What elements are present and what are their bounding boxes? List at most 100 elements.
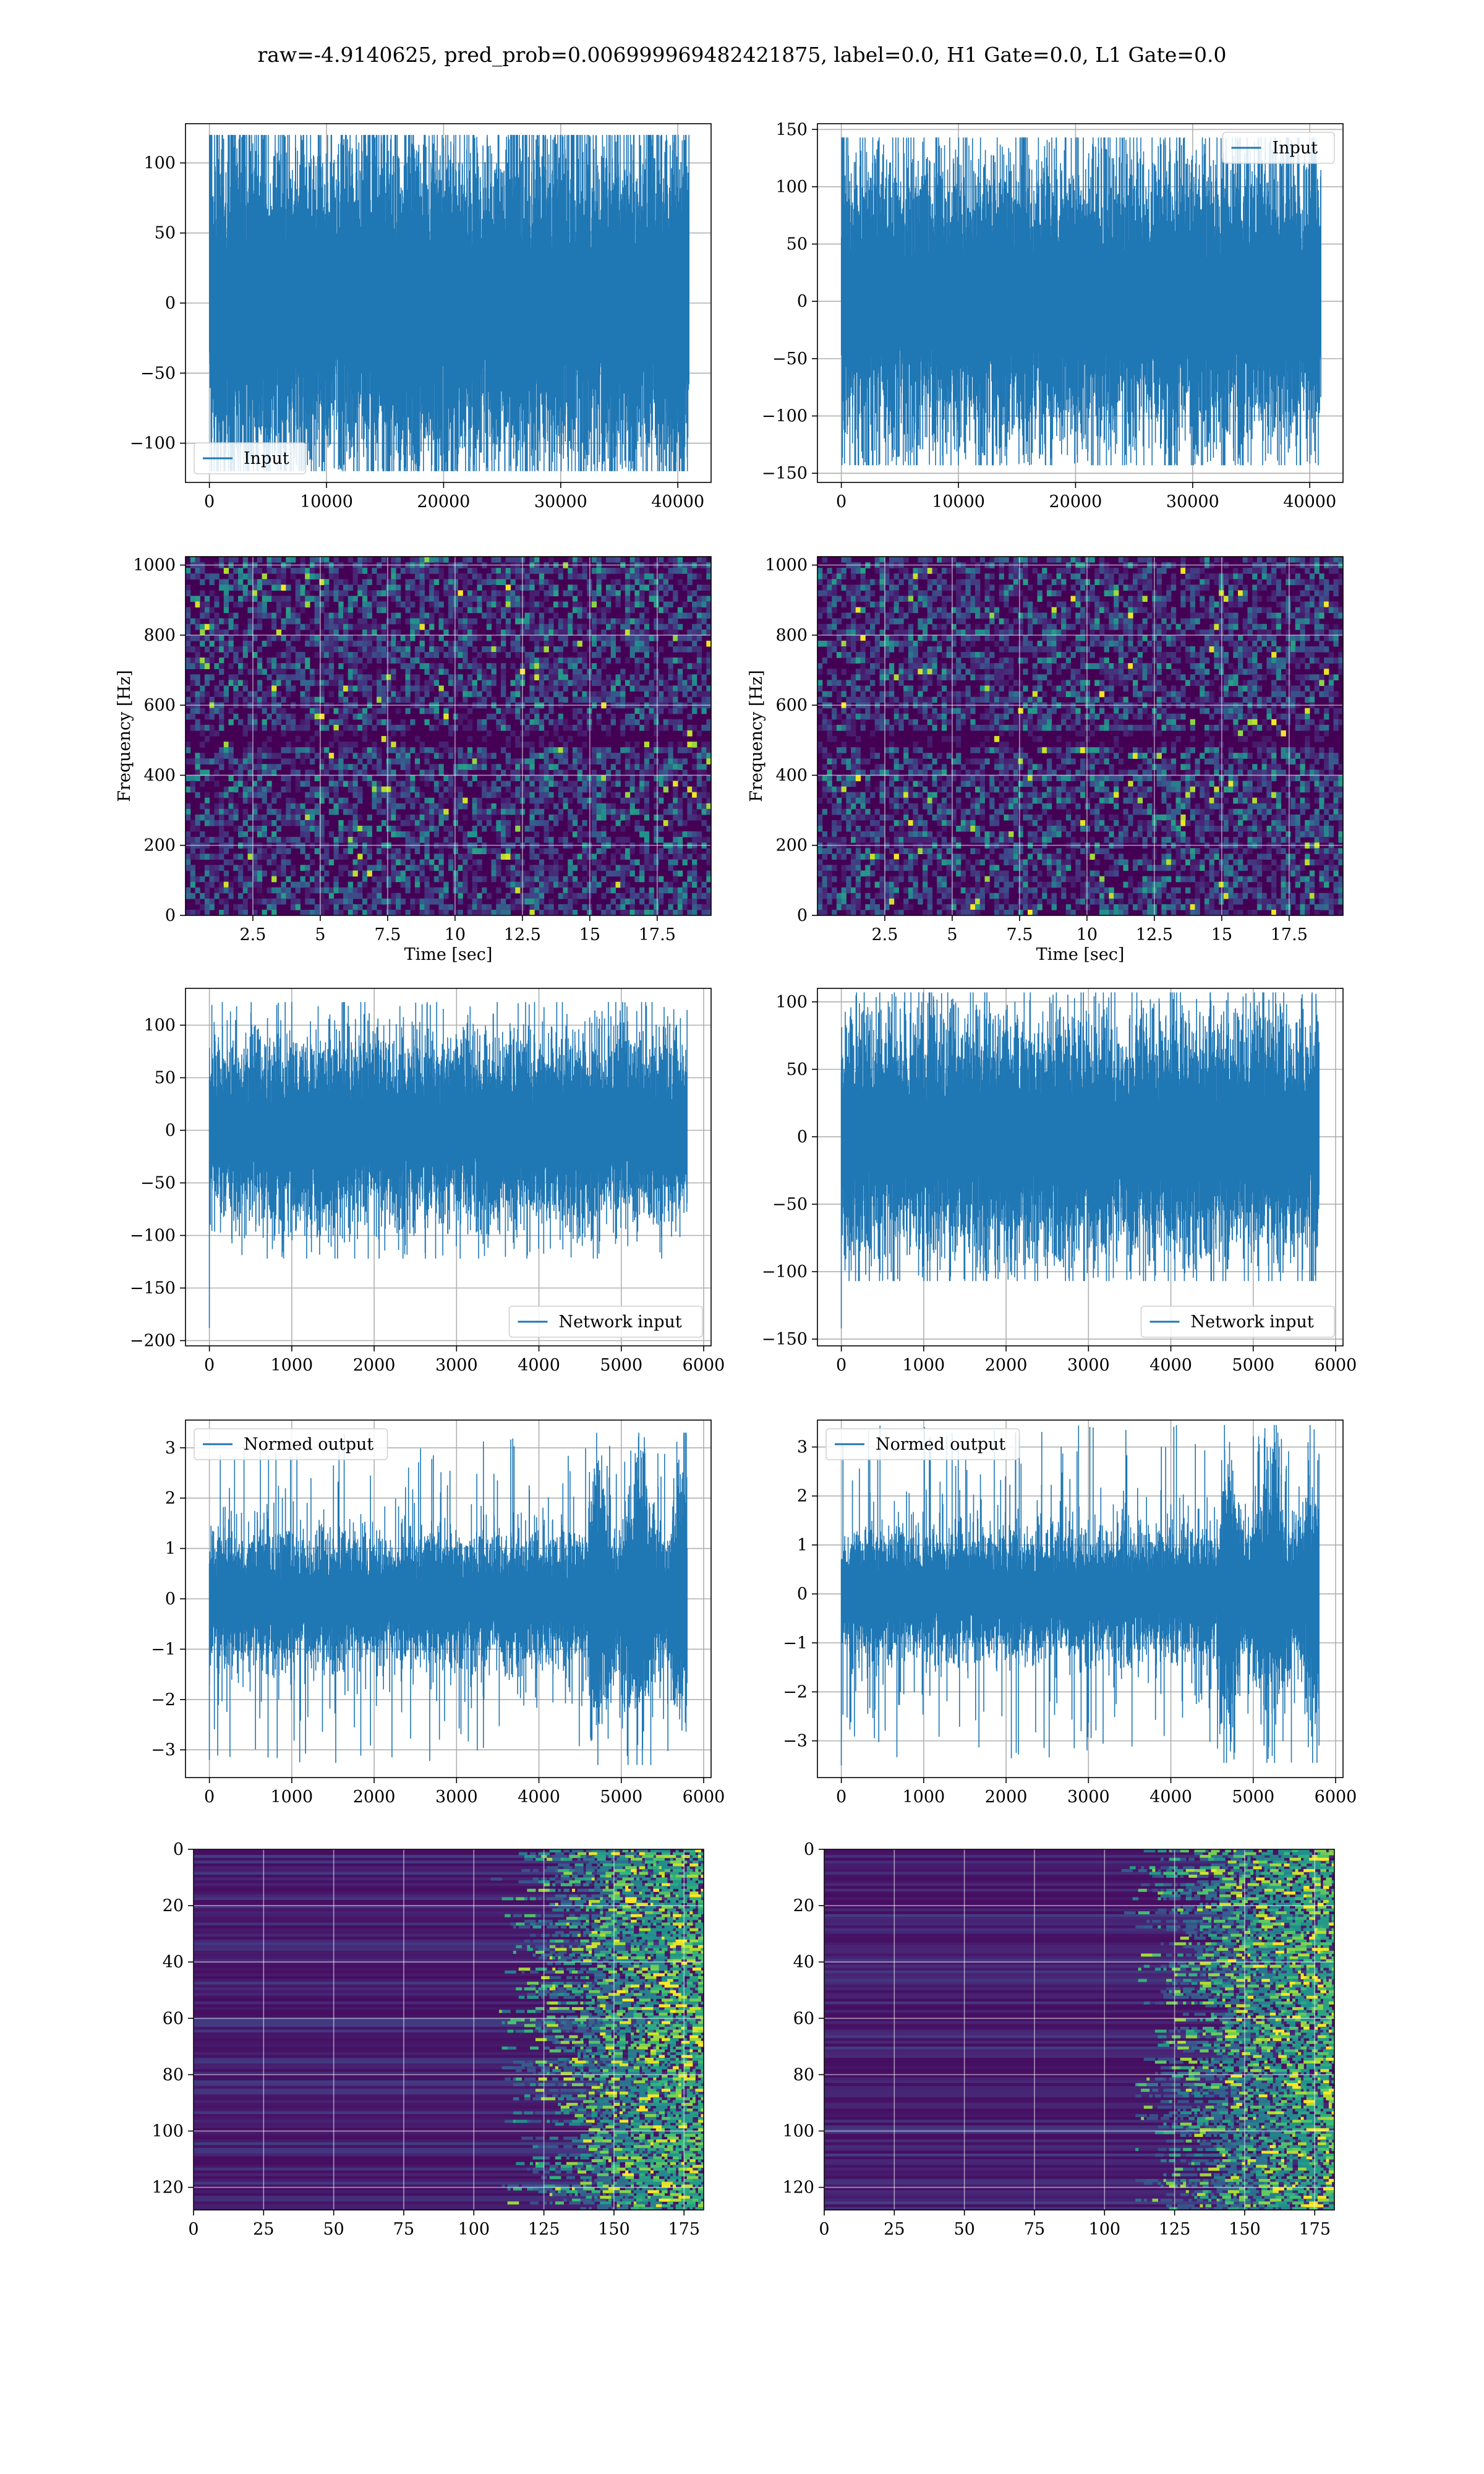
x-tick-label: 40000: [651, 492, 704, 511]
x-tick-label: 0: [204, 492, 215, 511]
x-tick-label: 10: [445, 925, 466, 944]
x-tick-label: 20000: [1049, 492, 1102, 511]
y-tick-label: −50: [772, 349, 808, 369]
x-tick-label: 150: [598, 2220, 630, 2239]
x-tick-label: 5: [315, 925, 325, 944]
y-tick-label: −2: [151, 1690, 176, 1710]
y-axis-label: Frequency [Hz]: [747, 670, 766, 802]
y-tick-label: −50: [140, 364, 176, 383]
y-tick-label: 0: [165, 1590, 176, 1609]
series-line: [208, 1432, 688, 1765]
x-tick-label: 75: [1024, 2220, 1045, 2239]
x-tick-label: 5000: [1232, 1787, 1274, 1807]
y-tick-label: −100: [762, 1262, 808, 1282]
legend-label: Normed output: [876, 1435, 1005, 1454]
axes-frame: [185, 556, 712, 916]
y-tick-label: 200: [775, 836, 808, 855]
y-tick-label: 2: [165, 1489, 176, 1508]
y-tick-label: 1: [797, 1536, 808, 1555]
x-tick-label: 20000: [417, 492, 470, 511]
x-tick-label: 5000: [600, 1787, 642, 1807]
heatmap-cells: [194, 1849, 704, 2210]
y-tick-label: −200: [130, 1332, 176, 1351]
y-tick-label: 100: [143, 153, 176, 173]
x-tick-label: 4000: [1149, 1356, 1192, 1375]
x-tick-label: 4000: [518, 1356, 560, 1375]
y-tick-label: −150: [762, 464, 808, 483]
y-tick-label: 120: [151, 2178, 184, 2198]
y-tick-label: 0: [797, 906, 808, 925]
subplot-spectrogram-h1: 2.5 5 7.5 10 12.5 15 17.5 0 200 400 600 800 1000 Time…: [115, 556, 712, 964]
legend: Input: [194, 442, 307, 474]
x-tick-label: 7.5: [374, 925, 401, 944]
x-tick-label: 2000: [985, 1787, 1028, 1807]
y-tick-label: 50: [155, 1069, 176, 1088]
legend-box: [1140, 1306, 1335, 1338]
x-axis-label: Time [sec]: [1036, 945, 1125, 964]
y-tick-label: 120: [782, 2178, 814, 2198]
x-tick-label: 5000: [600, 1356, 642, 1375]
axes-frame: [185, 988, 712, 1346]
y-tick-label: 1000: [133, 556, 176, 575]
subplot-input-l1: 0 10000 20000 30000 40000 −150 −100 −50 0 50 100 15…: [762, 120, 1344, 511]
x-tick-label: 0: [836, 492, 846, 511]
legend: Network input: [508, 1306, 703, 1338]
subplot-network-input-l1: 0 1000 2000 3000 4000 5000 6000 −150 −100 −50 0 50 1…: [762, 988, 1357, 1375]
x-tick-label: 1000: [271, 1356, 313, 1375]
x-tick-label: 5: [947, 925, 957, 944]
x-tick-label: 17.5: [639, 925, 676, 944]
x-tick-label: 0: [204, 1787, 215, 1807]
subplot-input-h1: 0 10000 20000 30000 40000 −100 −50 0 50 100 Input: [130, 123, 712, 511]
axes-frame: [817, 123, 1344, 483]
legend-box: [825, 1428, 1020, 1460]
x-tick-label: 50: [323, 2220, 344, 2239]
y-tick-label: 100: [775, 178, 808, 197]
x-tick-label: 12.5: [1136, 925, 1173, 944]
y-tick-label: 150: [775, 120, 808, 139]
y-tick-label: 80: [163, 2065, 184, 2084]
y-tick-label: 100: [151, 2121, 184, 2141]
subplot-feature-map-h1: 0 25 50 75 100 125 150 175 0 20 40 60 80 100 120: [151, 1840, 704, 2239]
axes-frame: [185, 1419, 712, 1778]
y-tick-label: 0: [797, 1585, 808, 1604]
heatmap-cells: [824, 1849, 1334, 2210]
y-axis-label: Frequency [Hz]: [115, 670, 134, 802]
y-tick-label: 50: [787, 235, 808, 254]
legend-box: [194, 442, 307, 474]
x-tick-label: 30000: [1166, 492, 1219, 511]
legend-label: Normed output: [244, 1435, 373, 1454]
x-axis-label: Time [sec]: [404, 945, 493, 964]
x-tick-label: 17.5: [1271, 925, 1308, 944]
y-tick-label: 0: [173, 1840, 184, 1859]
x-tick-label: 40000: [1283, 492, 1336, 511]
legend-label: Network input: [559, 1312, 682, 1332]
y-tick-label: 20: [163, 1896, 184, 1915]
y-tick-label: 400: [143, 766, 176, 785]
legend-box: [1222, 132, 1335, 164]
legend-label: Input: [244, 449, 289, 468]
y-tick-label: 100: [775, 993, 808, 1012]
y-tick-label: 2: [797, 1487, 808, 1506]
y-tick-label: 40: [163, 1953, 184, 1972]
figure-title: raw=-4.9140625, pred_prob=0.006999969482…: [257, 43, 1226, 67]
x-tick-label: 6000: [683, 1787, 725, 1807]
y-tick-label: 80: [793, 2065, 814, 2084]
legend: Network input: [1140, 1306, 1335, 1338]
subplot-grid: 0 10000 20000 30000 40000−100−50050100Input0…: [115, 120, 1357, 2239]
x-tick-label: 3000: [435, 1787, 478, 1807]
x-tick-label: 0: [836, 1356, 846, 1375]
y-tick-label: −2: [783, 1682, 808, 1701]
x-tick-label: 125: [1159, 2220, 1191, 2239]
y-tick-label: −3: [151, 1740, 176, 1760]
y-tick-label: 1000: [765, 556, 808, 575]
heatmap-cells: [817, 557, 1343, 915]
series-line: [841, 137, 1321, 466]
subplot-spectrogram-l1: 2.5 5 7.5 10 12.5 15 17.5 0 200 400 600 800 1000 Time…: [747, 556, 1344, 964]
series-line: [208, 1002, 688, 1329]
x-tick-label: 175: [668, 2220, 700, 2239]
x-tick-label: 0: [819, 2220, 829, 2239]
x-tick-label: 3000: [1067, 1356, 1110, 1375]
y-tick-label: −150: [130, 1279, 176, 1298]
x-tick-label: 12.5: [504, 925, 541, 944]
x-tick-label: 7.5: [1006, 925, 1033, 944]
